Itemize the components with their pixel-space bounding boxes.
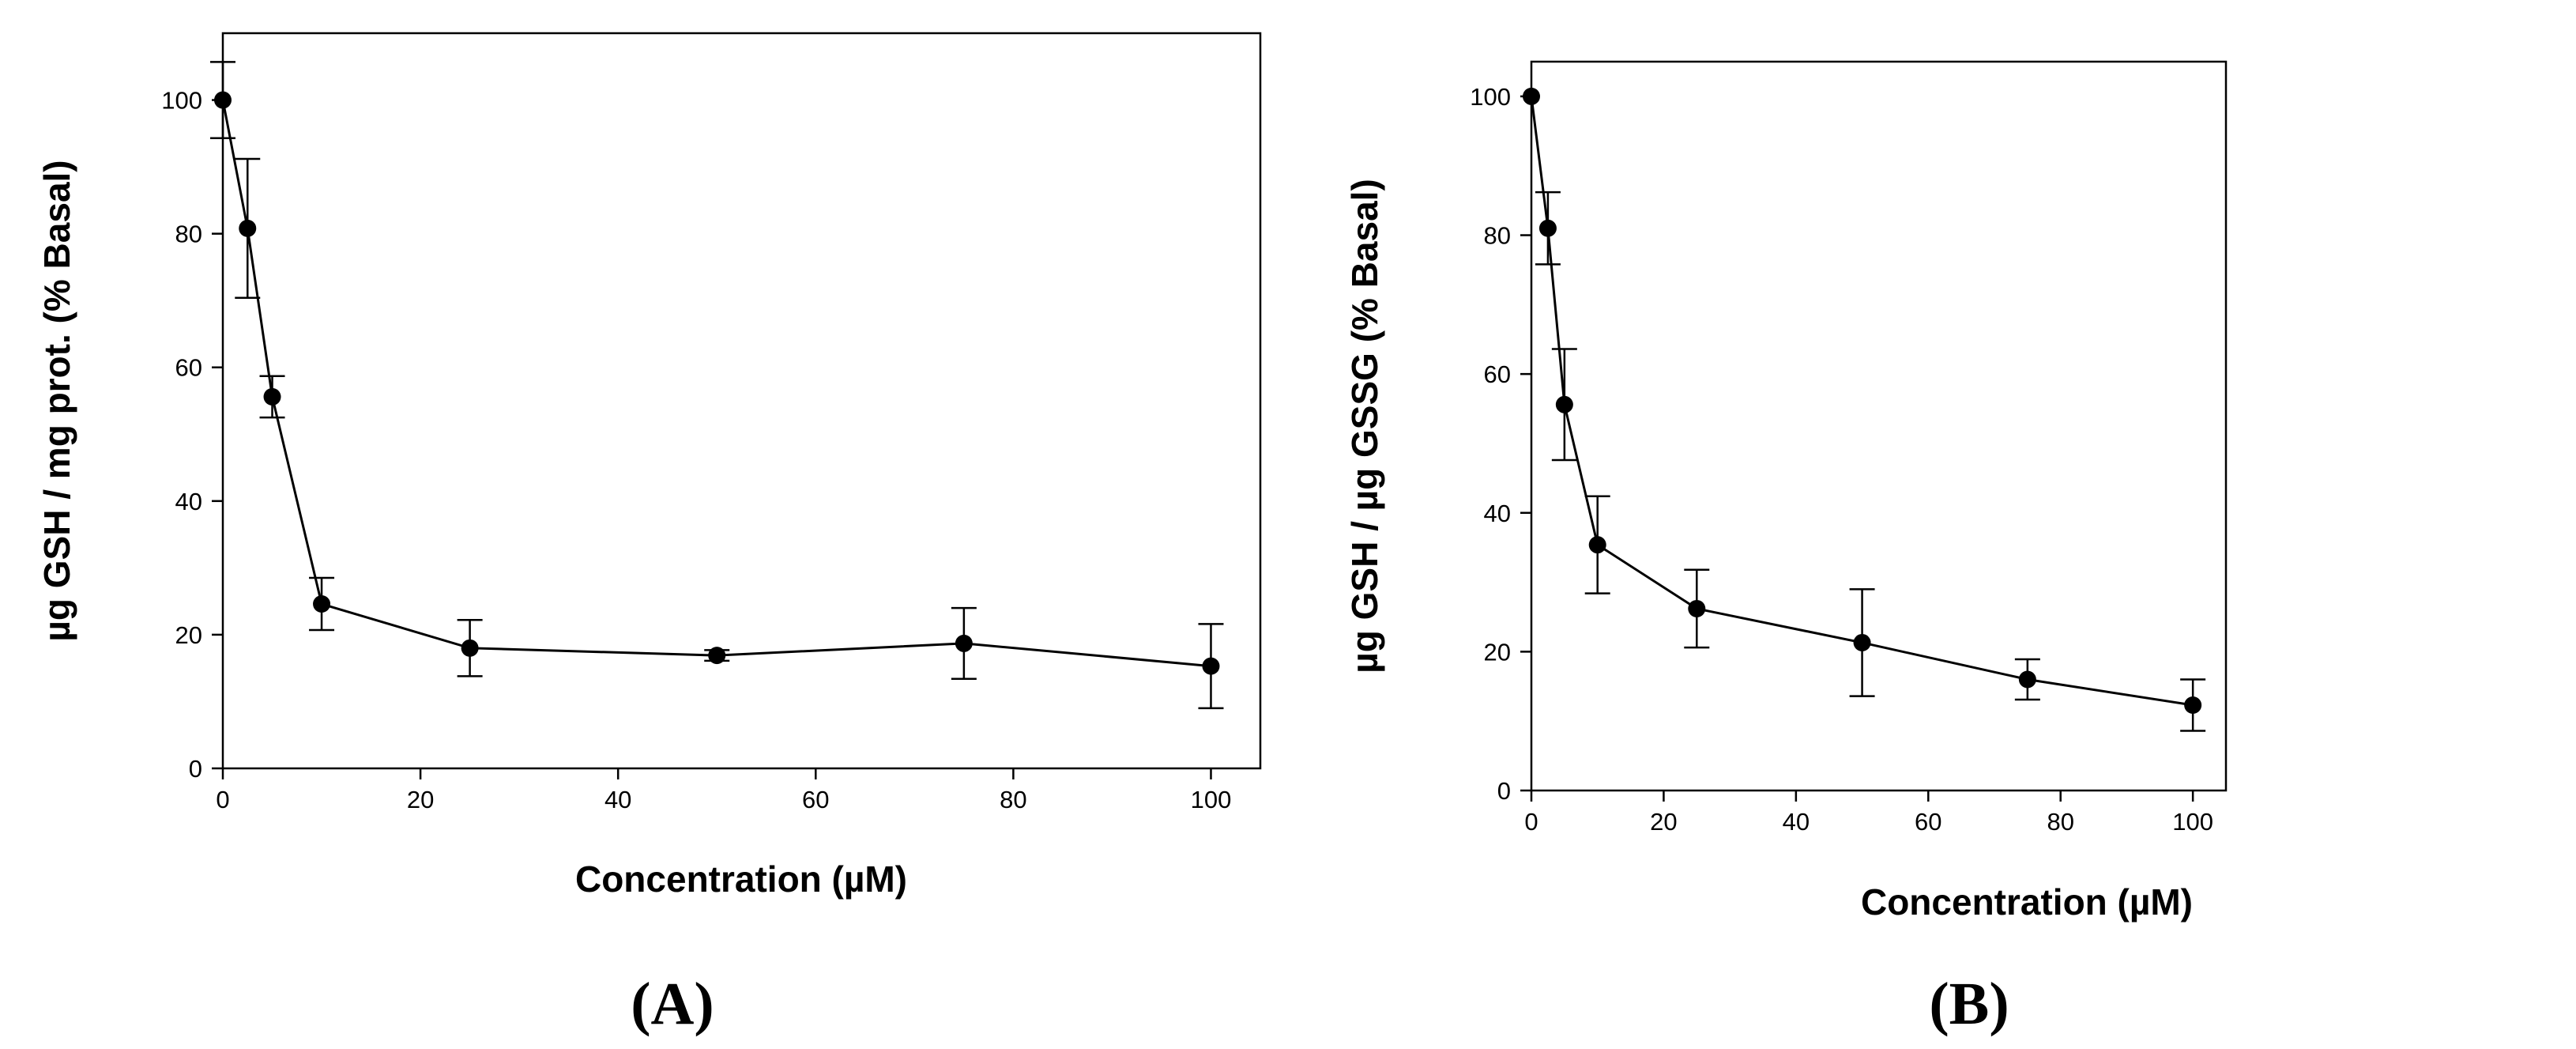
panel-b-y-tick-label: 100 [1470, 83, 1511, 111]
panel-b-y-tick-label: 40 [1484, 500, 1511, 527]
panel-a-y-tick-label: 0 [189, 755, 202, 783]
panel-b-x-tick-label: 40 [1783, 808, 1810, 836]
panel-a-x-axis-title: Concentration (µM) [575, 858, 907, 900]
panel-a-x-tick-label: 40 [604, 786, 631, 813]
panel-a-data-point [313, 595, 331, 613]
panel-a-x-tick-label: 100 [1191, 786, 1232, 813]
panel-b-data-point [2184, 696, 2202, 714]
panel-b-label: (B) [1929, 971, 2009, 1037]
panel-b-x-tick-label: 80 [2047, 808, 2073, 836]
panel-a-y-tick-label: 80 [175, 221, 202, 248]
panel-a-series-line [221, 100, 1211, 668]
panel-b-data-point [1853, 633, 1871, 651]
panel-b-x-tick-label: 100 [2172, 808, 2213, 836]
panel-a-data-point [461, 639, 479, 657]
panel-b-x-tick-label: 60 [1915, 808, 1941, 836]
panel-a-data-point [708, 647, 726, 665]
panel-a-x-tick-label: 60 [802, 786, 829, 813]
panel-b-y-axis-title: µg GSH / µg GSSG (% Basal) [1344, 179, 1385, 674]
panel-a-data-point [263, 387, 281, 406]
panel-a-data-point [214, 91, 232, 109]
panel-a-y-tick-label: 20 [175, 621, 202, 649]
panel-b-data-point [1523, 87, 1540, 105]
panel-a-data-point [239, 219, 257, 237]
panel-a-x-tick-label: 20 [407, 786, 434, 813]
panel-b-plot-frame [1530, 60, 2228, 792]
panel-b-data-point [1555, 395, 1573, 413]
panel-b-x-axis-title: Concentration (µM) [1861, 881, 2193, 923]
panel-a-x-tick-label: 80 [1000, 786, 1026, 813]
panel-b-x-tick-label: 20 [1650, 808, 1677, 836]
panel-b-data-point [1538, 219, 1557, 237]
panel-b-x-tick-label: 0 [1524, 808, 1538, 836]
panel-b-data-point [1688, 599, 1706, 617]
panel-b-y-tick-label: 20 [1484, 638, 1511, 666]
panel-b-data-point [1588, 536, 1606, 554]
panel-a-plot-frame [221, 32, 1262, 770]
panel-b-y-tick-label: 60 [1484, 360, 1511, 388]
panel-a-y-tick-label: 60 [175, 354, 202, 382]
panel-a-data-point [1202, 657, 1220, 675]
panel-a-label: (A) [631, 971, 714, 1037]
panel-b-y-tick-label: 0 [1497, 777, 1511, 805]
panel-b-data-point [2018, 670, 2036, 689]
panel-a-y-tick-label: 100 [161, 87, 202, 115]
panel-a-y-axis-title: µg GSH / mg prot. (% Basal) [36, 160, 77, 641]
panel-a-data-point [955, 634, 973, 652]
panel-a-x-tick-label: 0 [216, 786, 229, 813]
panel-b-y-tick-label: 80 [1484, 222, 1511, 250]
panel-b-series-line [1530, 96, 2194, 707]
panel-a-y-tick-label: 40 [175, 488, 202, 515]
